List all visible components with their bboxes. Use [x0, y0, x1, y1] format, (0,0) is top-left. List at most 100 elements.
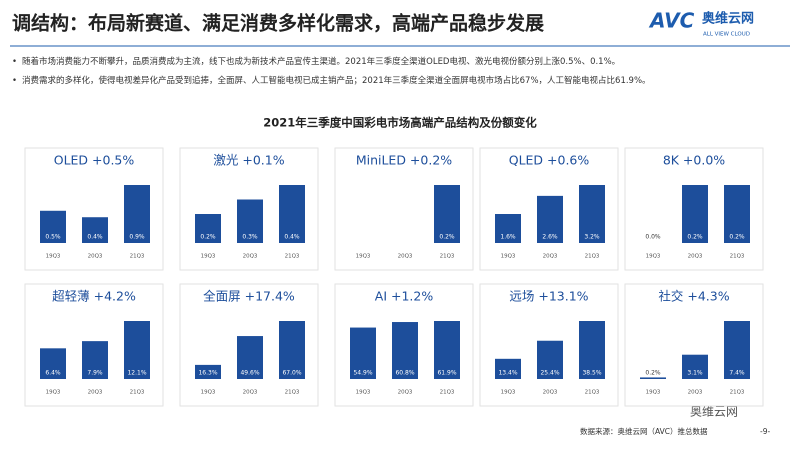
value-label: 0.2% — [200, 234, 216, 241]
bar — [434, 185, 460, 243]
x-tick-label: 20Q3 — [398, 390, 413, 396]
value-label: 12.1% — [127, 370, 146, 377]
value-label: 0.4% — [87, 234, 103, 241]
value-label: 1.6% — [500, 234, 516, 241]
panel-title: 超轻薄 +4.2% — [52, 289, 136, 304]
value-label: 0.2% — [645, 370, 661, 377]
x-tick-label: 19Q3 — [356, 390, 371, 396]
bar — [537, 340, 563, 379]
page-number: -9- — [760, 427, 770, 436]
panel-title: 8K +0.0% — [663, 153, 725, 168]
bar — [82, 341, 108, 379]
bar — [434, 321, 460, 379]
value-label: 25.4% — [540, 370, 559, 377]
x-tick-label: 19Q3 — [201, 254, 216, 260]
logo-mark: AVC — [648, 9, 695, 33]
value-label: 13.4% — [498, 370, 517, 377]
panel-title: 远场 +13.1% — [509, 289, 588, 304]
x-tick-label: 20Q3 — [688, 254, 703, 260]
bar — [40, 348, 66, 379]
panel-title: QLED +0.6% — [509, 153, 590, 168]
x-tick-label: 19Q3 — [46, 390, 61, 396]
panel-title: 全面屏 +17.4% — [203, 289, 295, 304]
x-tick-label: 20Q3 — [543, 254, 558, 260]
charts-title: 2021年三季度中国彩电市场高端产品结构及份额变化 — [263, 116, 537, 130]
x-tick-label: 19Q3 — [646, 254, 661, 260]
x-tick-label: 19Q3 — [46, 254, 61, 260]
x-tick-label: 19Q3 — [356, 254, 371, 260]
bar — [724, 185, 750, 243]
value-label: 6.4% — [45, 370, 61, 377]
x-tick-label: 21Q3 — [440, 390, 455, 396]
bar — [195, 364, 221, 379]
x-tick-label: 21Q3 — [285, 390, 300, 396]
value-label: 60.8% — [395, 370, 414, 377]
x-tick-label: 20Q3 — [88, 254, 103, 260]
x-tick-label: 21Q3 — [285, 254, 300, 260]
source: 数据来源：奥维云网（AVC）推总数据 — [580, 426, 708, 436]
panel-title: MiniLED +0.2% — [356, 153, 452, 168]
bar — [350, 327, 376, 379]
value-label: 2.6% — [542, 234, 558, 241]
value-label: 0.4% — [284, 234, 300, 241]
x-tick-label: 19Q3 — [501, 254, 516, 260]
bar — [682, 185, 708, 243]
bar — [237, 199, 263, 243]
value-label: 0.5% — [45, 234, 61, 241]
x-tick-label: 21Q3 — [130, 390, 145, 396]
bar — [40, 210, 66, 243]
value-label: 0.9% — [129, 234, 145, 241]
bar — [537, 195, 563, 243]
watermark: 奥维云网 — [690, 405, 738, 419]
bar — [124, 321, 150, 379]
logo-name: 奥维云网 — [702, 11, 754, 27]
value-label: 0.2% — [729, 234, 745, 241]
bullet: 随着市场消费能力不断攀升，品质消费成为主流，线下也成为新技术产品宣传主渠道。20… — [12, 56, 752, 69]
bar — [579, 321, 605, 379]
value-label: 0.2% — [439, 234, 455, 241]
value-label: 54.9% — [353, 370, 372, 377]
bar — [124, 185, 150, 243]
bar — [495, 358, 521, 379]
panel-title: 激光 +0.1% — [213, 153, 284, 168]
value-label: 61.9% — [437, 370, 456, 377]
x-tick-label: 20Q3 — [398, 254, 413, 260]
bar — [682, 354, 708, 379]
value-label: 0.3% — [242, 234, 258, 241]
value-label: 16.3% — [198, 370, 217, 377]
x-tick-label: 21Q3 — [730, 390, 745, 396]
x-tick-label: 21Q3 — [585, 254, 600, 260]
x-tick-label: 21Q3 — [585, 390, 600, 396]
bar — [724, 321, 750, 379]
value-label: 0.2% — [687, 234, 703, 241]
bullet: 消费需求的多样化，使得电视差异化产品受到追捧，全面屏、人工智能电视已成主销产品；… — [12, 75, 752, 88]
x-tick-label: 20Q3 — [243, 390, 258, 396]
panel-title: OLED +0.5% — [54, 153, 135, 168]
x-tick-label: 20Q3 — [243, 254, 258, 260]
x-tick-label: 19Q3 — [201, 390, 216, 396]
panel-title: AI +1.2% — [375, 289, 434, 304]
bar — [82, 217, 108, 243]
x-tick-label: 20Q3 — [88, 390, 103, 396]
slide-title: 调结构：布局新赛道、满足消费多样化需求，高端产品稳步发展 — [12, 12, 544, 35]
value-label: 7.4% — [729, 370, 745, 377]
value-label: 49.6% — [240, 370, 259, 377]
bar — [640, 377, 666, 379]
x-tick-label: 19Q3 — [646, 390, 661, 396]
bar — [195, 214, 221, 243]
value-label: 7.9% — [87, 370, 103, 377]
value-label: 67.0% — [282, 370, 301, 377]
x-tick-label: 21Q3 — [730, 254, 745, 260]
value-label: 3.2% — [584, 234, 600, 241]
bar — [237, 336, 263, 379]
bar — [579, 185, 605, 243]
value-label: 38.5% — [582, 370, 601, 377]
bar — [392, 322, 418, 379]
bar — [495, 214, 521, 243]
x-tick-label: 19Q3 — [501, 390, 516, 396]
x-tick-label: 20Q3 — [688, 390, 703, 396]
value-label: 3.1% — [687, 370, 703, 377]
value-label: 0.0% — [645, 234, 661, 241]
